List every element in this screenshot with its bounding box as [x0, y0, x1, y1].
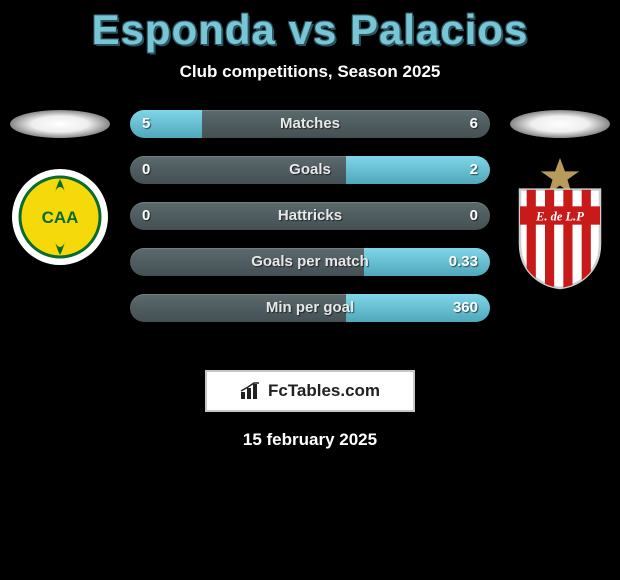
comparison-zone: CAA E. de L.P 5M [0, 110, 620, 350]
stat-value-right: 6 [470, 110, 478, 138]
bar-chart-icon [240, 382, 262, 400]
crest-estudiantes-icon: E. de L.P [510, 153, 610, 293]
left-club-crest: CAA [10, 172, 110, 262]
stat-label: Hattricks [130, 202, 490, 230]
logo-text-tables: Tables.com [288, 381, 380, 400]
stat-row: 5Matches6 [130, 110, 490, 138]
right-club-crest: E. de L.P [510, 178, 610, 268]
player-photo-placeholder-left [10, 110, 110, 138]
stat-row: 0Goals2 [130, 156, 490, 184]
stat-row: Goals per match0.33 [130, 248, 490, 276]
stat-value-right: 2 [470, 156, 478, 184]
stat-label: Goals [130, 156, 490, 184]
crest-aldosivi-icon: CAA [10, 167, 110, 267]
fctables-logo: FcTables.com [205, 370, 415, 412]
stat-row: Min per goal360 [130, 294, 490, 322]
stat-label: Matches [130, 110, 490, 138]
logo-text-fc: Fc [268, 381, 288, 400]
stat-value-right: 0 [470, 202, 478, 230]
subtitle: Club competitions, Season 2025 [0, 62, 620, 82]
stat-row: 0Hattricks0 [130, 202, 490, 230]
player-photo-placeholder-right [510, 110, 610, 138]
stat-value-right: 0.33 [449, 248, 478, 276]
right-player-stack: E. de L.P [500, 110, 620, 268]
page-title: Esponda vs Palacios [0, 0, 620, 54]
left-player-stack: CAA [0, 110, 120, 262]
stat-value-right: 360 [453, 294, 478, 322]
match-date: 15 february 2025 [0, 430, 620, 450]
stat-label: Min per goal [130, 294, 490, 322]
svg-text:E. de L.P: E. de L.P [535, 210, 584, 224]
stat-label: Goals per match [130, 248, 490, 276]
svg-text:CAA: CAA [42, 208, 79, 227]
stat-bars: 5Matches60Goals20Hattricks0Goals per mat… [130, 110, 490, 322]
